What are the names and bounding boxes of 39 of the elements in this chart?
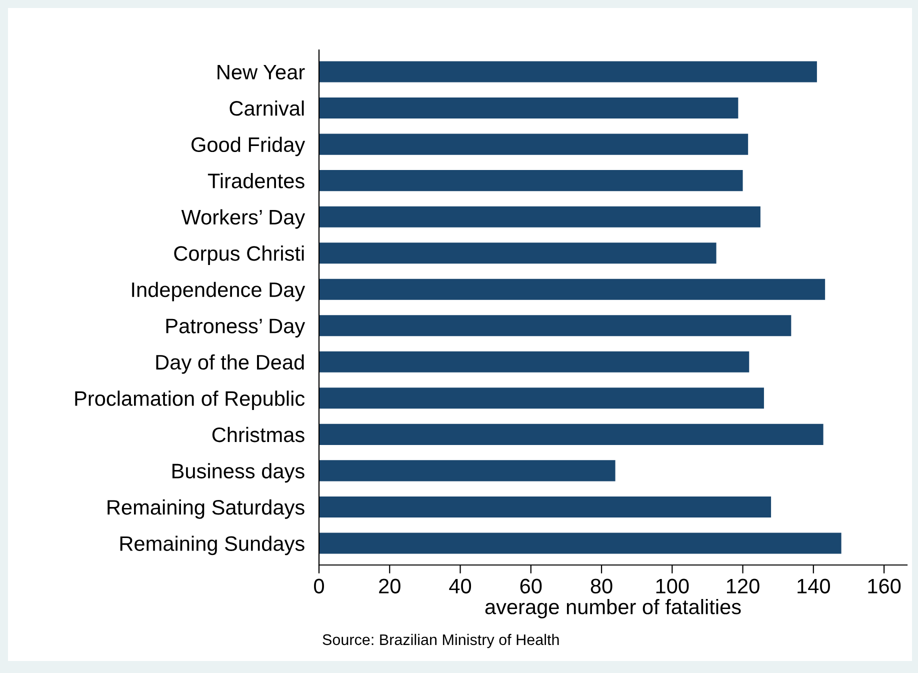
bar <box>319 61 817 82</box>
x-tick-label: 80 <box>590 578 612 594</box>
bar <box>319 278 826 300</box>
bar <box>319 315 792 336</box>
y-tick-label: New Year <box>218 64 305 80</box>
y-tick-label: Workers’ Day <box>181 209 306 229</box>
x-tick-label: 120 <box>726 578 760 594</box>
bar <box>319 532 842 554</box>
bar <box>319 351 750 372</box>
x-tick-label: 140 <box>798 578 830 594</box>
y-tick-label: Remaining Saturdays <box>108 499 304 519</box>
source-note: Source: Brazilian Ministry of Health <box>322 634 559 648</box>
y-tick-label: Proclamation of Republic <box>75 390 305 410</box>
x-axis-title: average number of fatalities <box>485 599 741 618</box>
x-tick-label: 100 <box>656 578 689 594</box>
y-tick-label: Day of the Dead <box>156 354 304 374</box>
bar <box>319 170 743 192</box>
y-tick-label: Tiradentes <box>208 173 304 188</box>
y-tick-label: Christmas <box>212 426 304 442</box>
bar <box>319 460 616 482</box>
x-tick-label: 160 <box>868 578 901 594</box>
x-tick-label: 0 <box>314 578 324 594</box>
bar <box>319 496 772 518</box>
x-tick-label: 20 <box>379 578 400 594</box>
y-tick-label: Patroness’ Day <box>166 318 306 338</box>
bar <box>319 424 824 445</box>
x-tick-label: 40 <box>449 578 472 594</box>
bar <box>319 134 748 155</box>
bar <box>319 98 738 119</box>
y-tick-label: Good Friday <box>192 136 306 156</box>
y-tick-label: Corpus Christi <box>174 246 304 265</box>
y-tick-label: Business days <box>172 463 304 483</box>
bar <box>319 242 716 264</box>
x-tick-label: 60 <box>520 578 542 594</box>
y-tick-label: Independence Day <box>132 282 306 302</box>
y-tick-label: Carnival <box>230 100 304 116</box>
bar <box>319 388 764 409</box>
bar <box>319 206 760 228</box>
y-tick-label: Remaining Sundays <box>120 536 304 556</box>
